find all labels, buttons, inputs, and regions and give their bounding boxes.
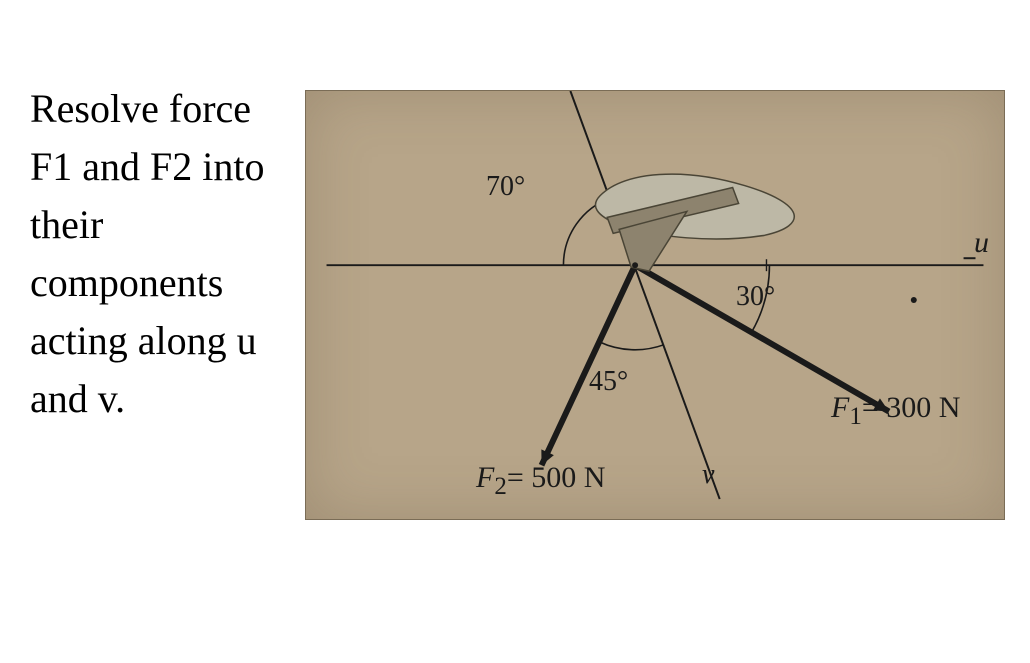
problem-text: Resolve force F1 and F2 into their compo… [30,80,300,428]
diagram-svg [306,91,1004,519]
diagram-column: 70° 30° 45° F2= 500 N F1= 300 N u v [300,40,1010,643]
force-diagram: 70° 30° 45° F2= 500 N F1= 300 N u v [305,90,1005,520]
f2-value: 500 [531,461,576,494]
f1-value: 300 [886,391,931,424]
f1-label: F1= 300 N [831,391,960,431]
angle-45-label: 45° [589,366,628,398]
angle-30-label: 30° [736,281,775,313]
u-axis-label: u [974,226,989,260]
angle-70-label: 70° [486,171,525,203]
page-container: Resolve force F1 and F2 into their compo… [0,0,1030,663]
f2-label: F2= 500 N [476,461,605,501]
text-column: Resolve force F1 and F2 into their compo… [20,40,300,643]
v-axis-label: v [702,459,714,491]
